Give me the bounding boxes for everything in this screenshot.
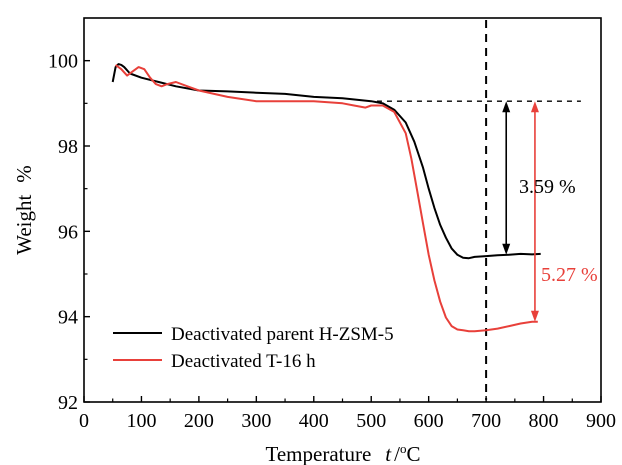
x-tick-label: 900	[586, 410, 616, 432]
difference-arrows	[502, 101, 539, 322]
x-tick-label: 600	[414, 410, 444, 432]
x-tick-label: 300	[241, 410, 271, 432]
arrow-red-head-top	[530, 101, 539, 113]
x-axis-title: Temperature t/oC	[265, 441, 420, 465]
x-tick-label: 700	[471, 410, 501, 432]
y-axis-title: Weight%	[12, 165, 36, 255]
x-axis-var: t	[385, 442, 392, 465]
x-axis-degree: o	[400, 441, 407, 456]
series-line-parent	[111, 63, 541, 260]
x-tick-label: 400	[299, 410, 329, 432]
y-axis-unit: %	[12, 165, 36, 183]
annotation-5-27: 5.27 %	[541, 264, 598, 286]
svg-text:Weight%: Weight%	[12, 165, 36, 255]
data-series	[111, 63, 541, 333]
y-tick-label: 98	[58, 136, 78, 158]
legend-label-parent: Deactivated parent H-ZSM-5	[171, 324, 394, 345]
legend-label-t16: Deactivated T-16 h	[171, 351, 316, 372]
x-axis-sep: /	[394, 442, 400, 465]
reference-lines	[376, 20, 581, 400]
legend: Deactivated parent H-ZSM-5 Deactivated T…	[113, 324, 394, 372]
x-tick-label: 200	[184, 410, 214, 432]
arrow-black-head-top	[502, 101, 511, 113]
series-line-t16	[114, 64, 538, 333]
x-axis-label: Temperature	[265, 442, 371, 465]
annotation-3-59: 3.59 %	[519, 176, 576, 198]
y-tick-label: 94	[58, 307, 78, 329]
x-tick-label: 800	[529, 410, 559, 432]
arrow-black-head-bottom	[502, 243, 511, 255]
y-tick-label: 96	[58, 221, 78, 243]
x-tick-label: 500	[356, 410, 386, 432]
y-tick-label: 100	[48, 51, 78, 73]
x-tick-label: 0	[79, 410, 89, 432]
arrow-red-head-bottom	[530, 310, 539, 322]
axis-ticks: 0 100 200 300 400 500 600 700 800 900 92 94 96 98 100	[48, 51, 616, 432]
y-tick-label: 92	[58, 392, 78, 414]
x-axis-unit: C	[406, 442, 420, 465]
y-axis-label: Weight	[12, 195, 36, 255]
x-tick-label: 100	[126, 410, 156, 432]
